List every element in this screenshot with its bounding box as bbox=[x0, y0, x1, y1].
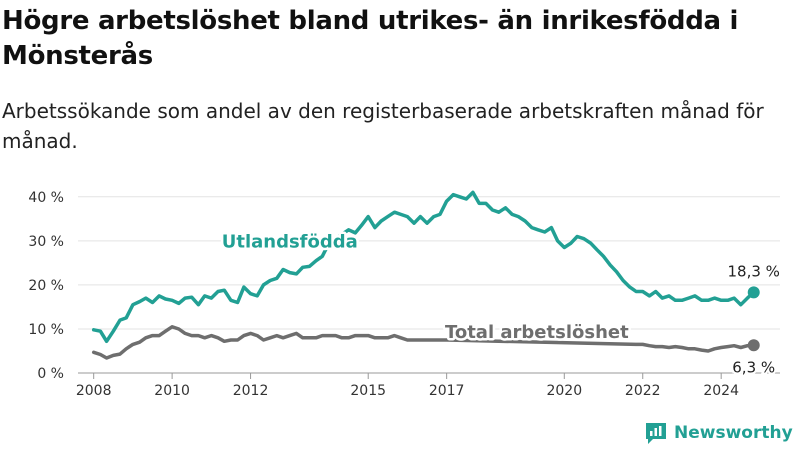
end-value-label-utlandsf-dda: 18,3 % bbox=[728, 262, 780, 280]
brand-name: Newsworthy bbox=[674, 423, 793, 443]
series-line-total-arbetsl-shet bbox=[91, 325, 756, 360]
x-tick-label: 2020 bbox=[546, 383, 582, 399]
y-tick-label: 30 % bbox=[28, 234, 64, 250]
line-chart: 0 % 10 % 20 % 30 % 40 % 2008 2010 2012 2015 2017 2… bbox=[28, 190, 782, 399]
brand-logo: Newsworthy bbox=[644, 419, 793, 447]
y-tick-label: 40 % bbox=[28, 190, 64, 206]
x-tick-label: 2017 bbox=[429, 383, 465, 399]
x-tick-label: 2012 bbox=[233, 383, 269, 399]
newsworthy-logo-icon bbox=[646, 423, 666, 444]
series-line-utlandsf-dda bbox=[91, 190, 756, 344]
y-tick-label: 10 % bbox=[28, 322, 64, 338]
series-end-point-total-arbetsl-shet bbox=[747, 339, 760, 352]
end-value-label-total-arbetsl-shet: 6,3 % bbox=[732, 358, 775, 376]
series-label-utlandsf-dda: Utlandsfödda bbox=[222, 231, 358, 252]
x-tick-label: 2022 bbox=[625, 383, 661, 399]
series-end-point-utlandsf-dda bbox=[747, 286, 760, 299]
x-tick-label: 2008 bbox=[76, 383, 112, 399]
chart-title: Högre arbetslöshet bland utrikes- än inr… bbox=[2, 6, 739, 71]
chart-subtitle: Arbetssökande som andel av den registerb… bbox=[2, 99, 764, 153]
x-tick-label: 2010 bbox=[154, 383, 190, 399]
series-label-total-arbetsl-shet: Total arbetslöshet bbox=[445, 322, 629, 343]
x-tick-label: 2024 bbox=[703, 383, 739, 399]
y-tick-label: 20 % bbox=[28, 278, 64, 294]
y-tick-label: 0 % bbox=[37, 366, 64, 382]
x-tick-label: 2015 bbox=[350, 383, 386, 399]
